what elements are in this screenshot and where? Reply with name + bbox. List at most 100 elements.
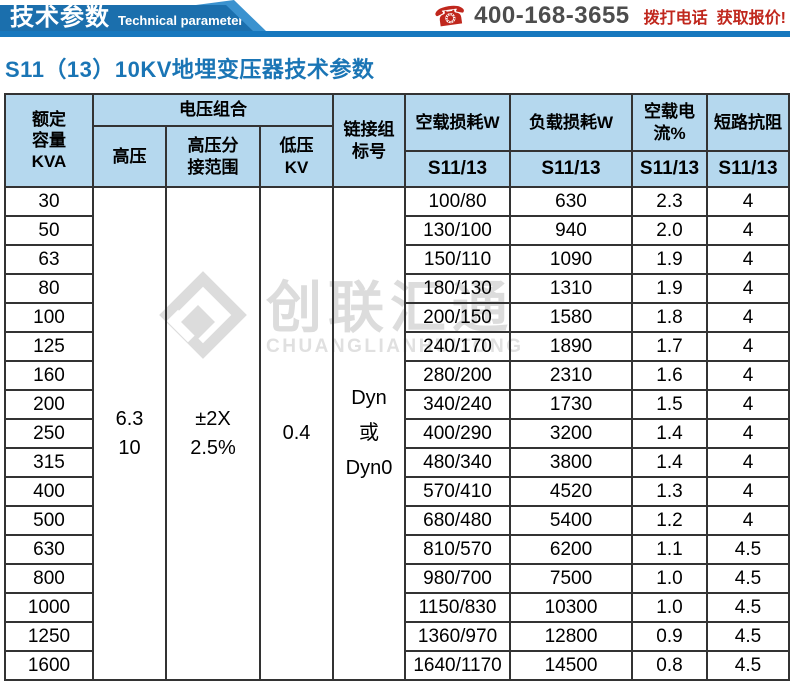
table-row: 1600 1640/1170 14500 0.8 4.5 [4, 650, 790, 681]
phone-icon: ☎ [431, 0, 469, 33]
cell-connection-shared: Dyn 或 Dyn0 [332, 186, 407, 681]
cell-no-load-current: 1.8 [631, 302, 709, 333]
header-lv: 低压 KV [258, 125, 335, 188]
cell-no-load-loss: 180/130 [404, 273, 512, 304]
cell-hv-shared: 6.3 10 [92, 186, 167, 681]
table-row: 160 280/200 2310 1.6 4 [4, 360, 790, 391]
banner-title-en: Technical parameter [118, 13, 244, 28]
table-row: 250 400/290 3200 1.4 4 [4, 418, 790, 449]
table-row: 63 150/110 1090 1.9 4 [4, 244, 790, 275]
cell-kva: 50 [4, 215, 94, 246]
cell-kva: 800 [4, 563, 94, 594]
header-voltage-group: 电压组合 [91, 93, 335, 127]
cell-kva: 315 [4, 447, 94, 478]
table-row: 630 810/570 6200 1.1 4.5 [4, 534, 790, 565]
cell-impedance: 4.5 [706, 621, 790, 652]
cell-impedance: 4.5 [706, 534, 790, 565]
cell-impedance: 4 [706, 476, 790, 507]
header-load-loss: 负载损耗W [509, 93, 634, 152]
cell-kva: 500 [4, 505, 94, 536]
header-impedance: 短路抗阻 [706, 93, 790, 152]
cell-kva: 250 [4, 418, 94, 449]
cell-no-load-loss: 810/570 [404, 534, 512, 565]
cell-no-load-current: 1.2 [631, 505, 709, 536]
cell-no-load-current: 1.4 [631, 418, 709, 449]
cell-kva: 1600 [4, 650, 94, 681]
parameters-table: 额定 容量 KVA 电压组合 链接组 标号 空载损耗W 负载损耗W 空载电流% … [4, 93, 790, 681]
table-row: 80 180/130 1310 1.9 4 [4, 273, 790, 304]
cell-load-loss: 630 [509, 186, 634, 217]
cell-impedance: 4 [706, 418, 790, 449]
cell-no-load-current: 1.3 [631, 476, 709, 507]
cta-quote-label[interactable]: 获取报价! [716, 9, 786, 27]
cell-load-loss: 6200 [509, 534, 634, 565]
cell-no-load-loss: 200/150 [404, 302, 512, 333]
banner-title-area: 技术参数 Technical parameter [0, 5, 253, 31]
cell-load-loss: 2310 [509, 360, 634, 391]
cell-no-load-loss: 570/410 [404, 476, 512, 507]
cell-no-load-loss: 340/240 [404, 389, 512, 420]
table-row: 800 980/700 7500 1.0 4.5 [4, 563, 790, 594]
header-model-no-load-current: S11/13 [631, 150, 709, 188]
cell-kva: 400 [4, 476, 94, 507]
cell-no-load-current: 1.6 [631, 360, 709, 391]
cell-no-load-current: 1.1 [631, 534, 709, 565]
cell-impedance: 4 [706, 447, 790, 478]
cell-impedance: 4.5 [706, 650, 790, 681]
cell-kva: 125 [4, 331, 94, 362]
cell-impedance: 4 [706, 244, 790, 275]
cell-impedance: 4.5 [706, 563, 790, 594]
cell-no-load-loss: 130/100 [404, 215, 512, 246]
cell-load-loss: 5400 [509, 505, 634, 536]
cell-load-loss: 1310 [509, 273, 634, 304]
cell-impedance: 4 [706, 302, 790, 333]
table-row: 1000 1150/830 10300 1.0 4.5 [4, 592, 790, 623]
cell-load-loss: 10300 [509, 592, 634, 623]
cell-no-load-current: 2.3 [631, 186, 709, 217]
cell-load-loss: 1890 [509, 331, 634, 362]
cell-no-load-loss: 980/700 [404, 563, 512, 594]
cell-load-loss: 3800 [509, 447, 634, 478]
cell-no-load-current: 1.5 [631, 389, 709, 420]
cta-call-label[interactable]: 拨打电话 [643, 9, 708, 27]
cell-load-loss: 1580 [509, 302, 634, 333]
cell-impedance: 4 [706, 505, 790, 536]
table-row: 100 200/150 1580 1.8 4 [4, 302, 790, 333]
table-row: 30 6.3 10 ±2X 2.5% 0.4 Dyn 或 Dyn0 100/80 630 2.… [4, 186, 790, 681]
cell-no-load-loss: 280/200 [404, 360, 512, 391]
table-row: 500 680/480 5400 1.2 4 [4, 505, 790, 536]
cell-no-load-current: 1.9 [631, 244, 709, 275]
cell-impedance: 4 [706, 360, 790, 391]
cell-load-loss: 3200 [509, 418, 634, 449]
cell-kva: 30 [4, 186, 94, 217]
cell-impedance: 4 [706, 331, 790, 362]
call-cta[interactable]: 拨打电话 获取报价! [644, 4, 790, 28]
table-row: 315 480/340 3800 1.4 4 [4, 447, 790, 478]
cell-impedance: 4.5 [706, 592, 790, 623]
phone-number[interactable]: 400-168-3655 [474, 1, 630, 29]
cell-no-load-loss: 1360/970 [404, 621, 512, 652]
table-header: 额定 容量 KVA 电压组合 链接组 标号 空载损耗W 负载损耗W 空载电流% … [4, 93, 790, 188]
cell-kva: 630 [4, 534, 94, 565]
contact-area: ☎ 400-168-3655 拨打电话 获取报价! [410, 0, 790, 33]
cell-no-load-loss: 1150/830 [404, 592, 512, 623]
cell-no-load-loss: 480/340 [404, 447, 512, 478]
header-model-impedance: S11/13 [706, 150, 790, 188]
table-row: 125 240/170 1890 1.7 4 [4, 331, 790, 362]
cell-lv-shared: 0.4 [258, 186, 335, 681]
cell-kva: 80 [4, 273, 94, 304]
header-model-load-loss: S11/13 [509, 150, 634, 188]
table-row: 400 570/410 4520 1.3 4 [4, 476, 790, 507]
table-row: 1250 1360/970 12800 0.9 4.5 [4, 621, 790, 652]
header-no-load-current: 空载电流% [631, 93, 709, 152]
cell-hv-tap-shared: ±2X 2.5% [165, 186, 261, 681]
cell-no-load-loss: 100/80 [404, 186, 512, 217]
cell-no-load-current: 0.9 [631, 621, 709, 652]
cell-kva: 200 [4, 389, 94, 420]
cell-load-loss: 1730 [509, 389, 634, 420]
cell-no-load-loss: 240/170 [404, 331, 512, 362]
cell-load-loss: 940 [509, 215, 634, 246]
cell-no-load-current: 1.0 [631, 563, 709, 594]
cell-no-load-current: 1.4 [631, 447, 709, 478]
